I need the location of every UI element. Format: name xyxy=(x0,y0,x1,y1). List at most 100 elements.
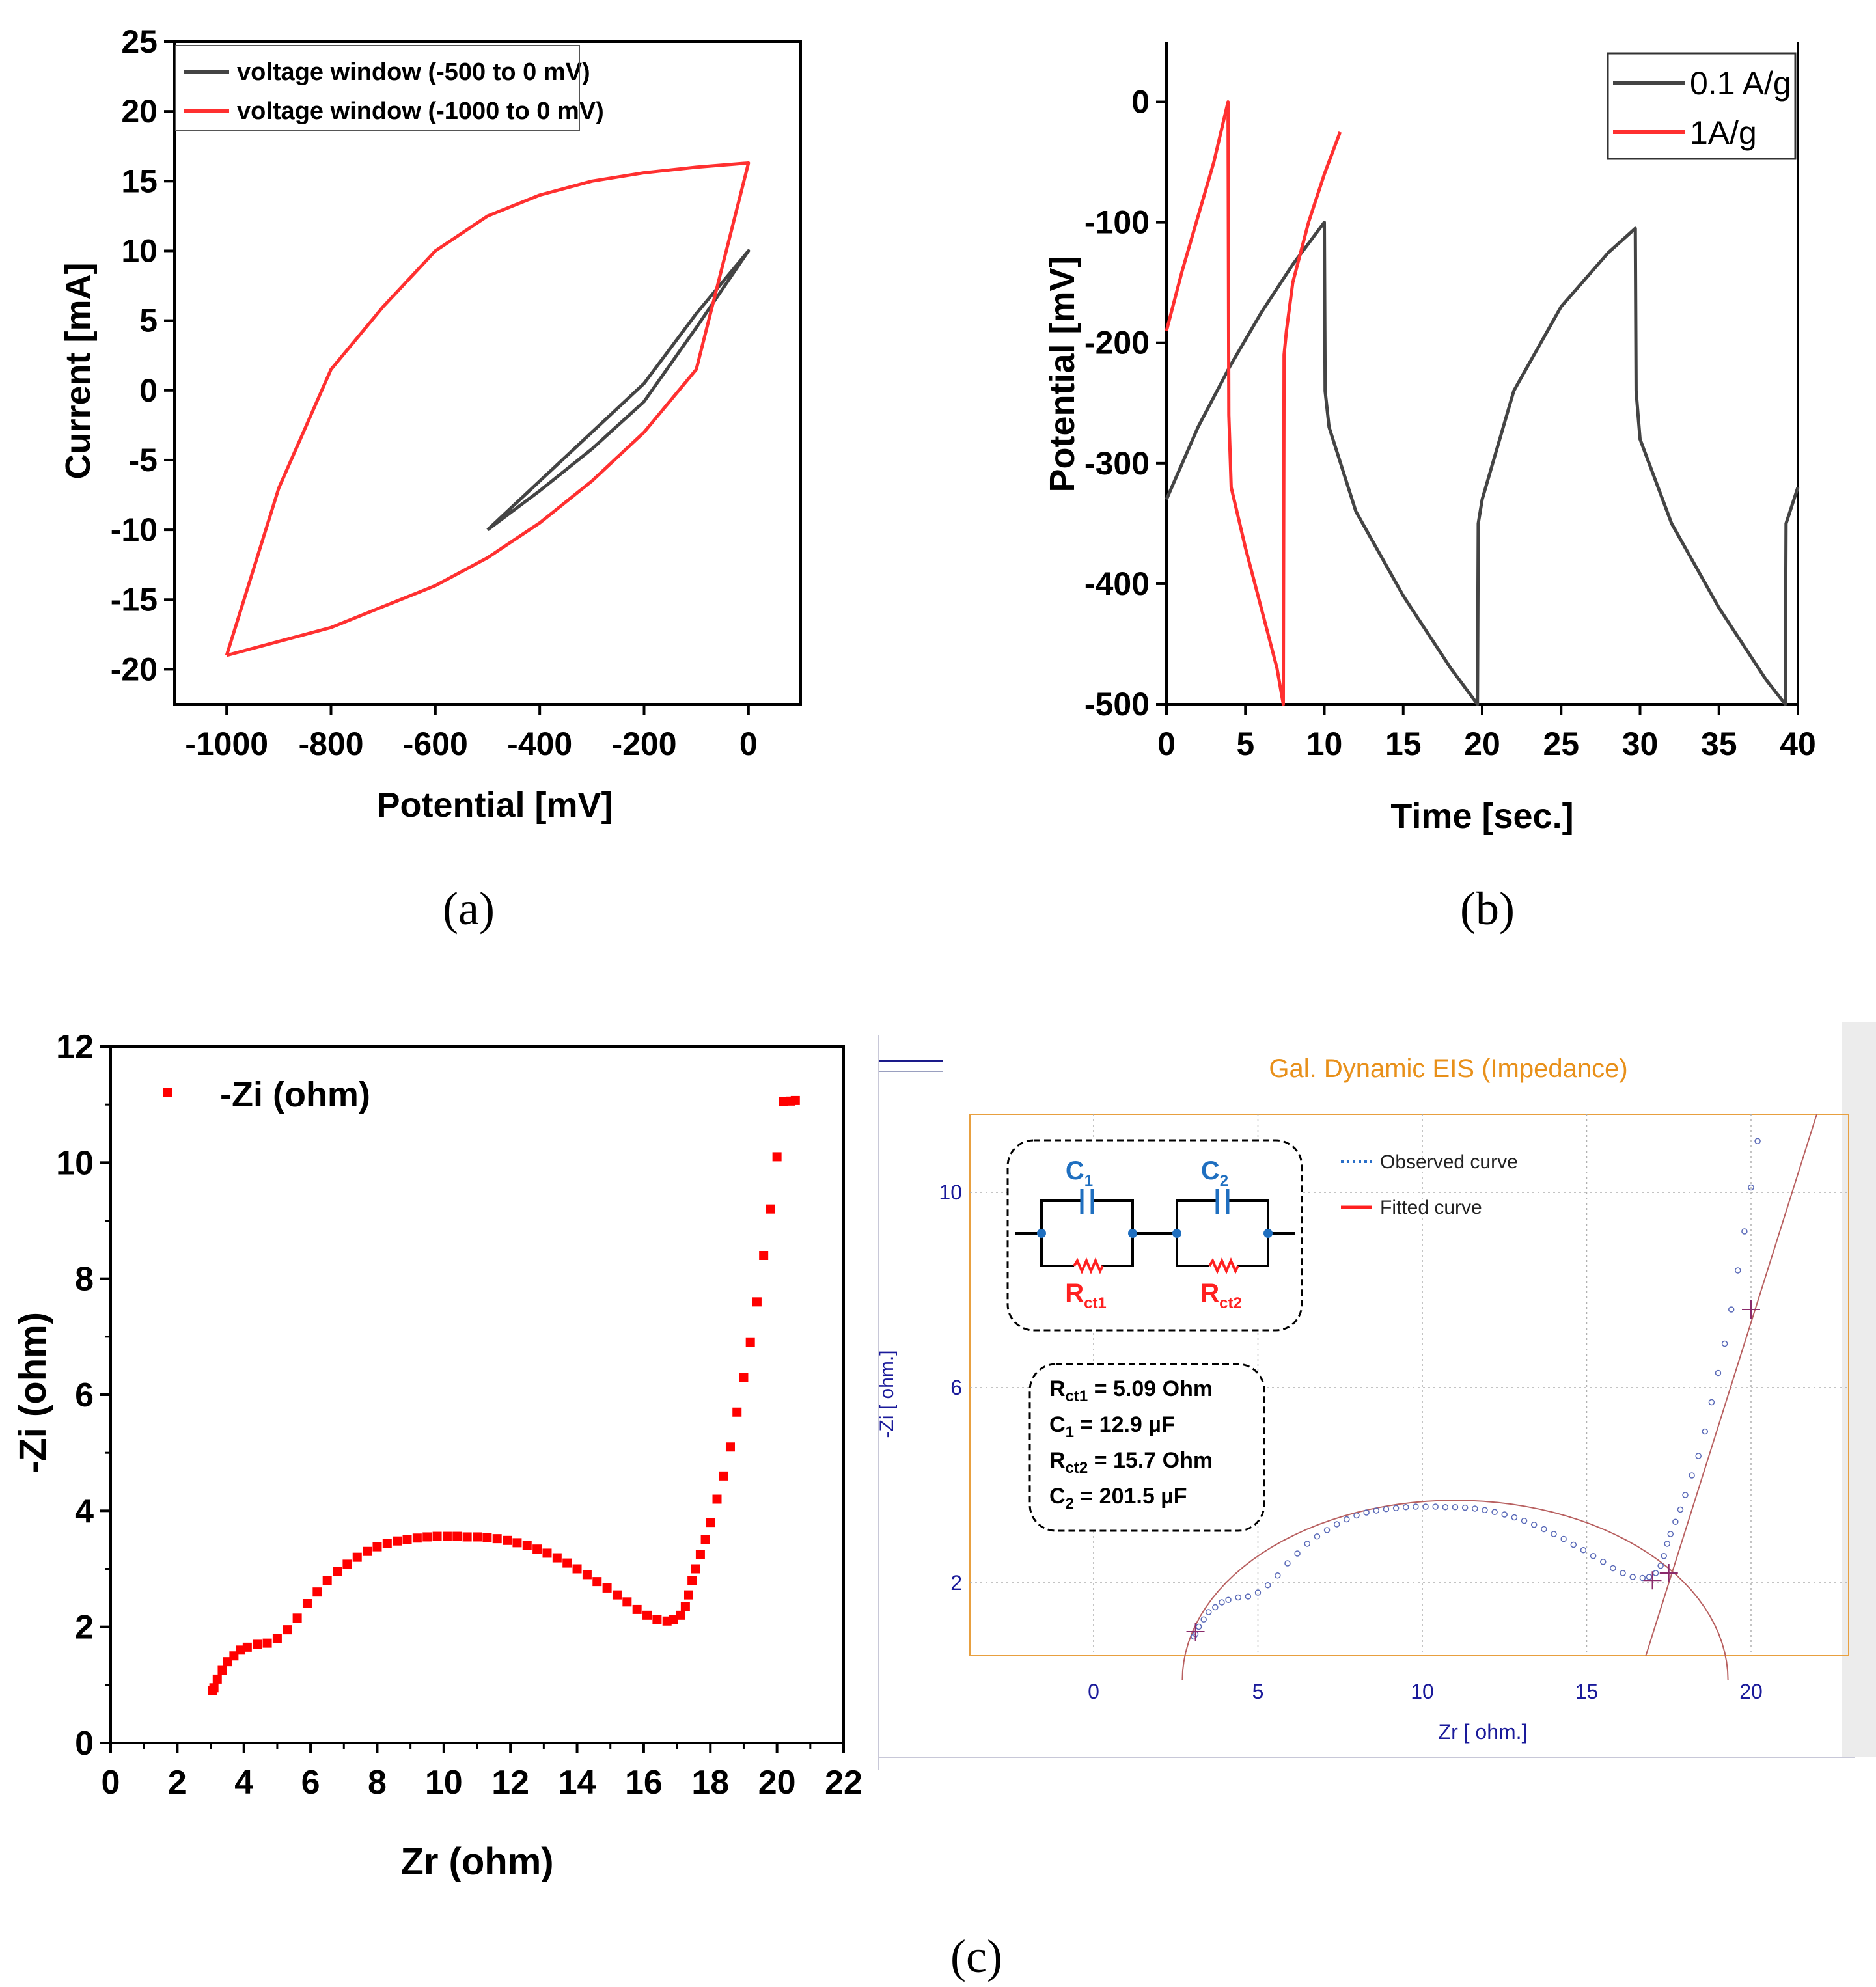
eis-ylabel: -Zi [ ohm.] xyxy=(876,1350,898,1438)
chart-b-xlabel: Time [sec.] xyxy=(1390,797,1573,836)
eis-observed-point xyxy=(1695,1453,1702,1459)
eis-observed-point xyxy=(1652,1570,1659,1576)
eis-curves xyxy=(1181,1114,1817,1681)
eis-observed-point xyxy=(1610,1565,1616,1572)
chart-b: 0 5 10 15 20 25 30 35 40 -500 -400 -300 -200 -100 0 0.… xyxy=(1043,42,1816,935)
chart-c-left-xtick-label: 20 xyxy=(758,1764,796,1802)
param-c2-subscript: 2 xyxy=(1066,1495,1074,1513)
eis-observed-point xyxy=(1264,1582,1271,1589)
eis-observed-point xyxy=(1735,1267,1741,1274)
capacitor-2-subscript: 2 xyxy=(1220,1172,1228,1190)
chart-c-left-xtick-label: 14 xyxy=(559,1764,596,1802)
chart-b-legend-box xyxy=(1607,52,1797,160)
chart-c-left-point xyxy=(712,1494,722,1504)
chart-c-left-point xyxy=(719,1471,728,1481)
capacitor-1-symbol: C xyxy=(1066,1157,1084,1185)
chart-c-left-xtick-label: 8 xyxy=(368,1764,387,1802)
chart-c-left-ticks: 0 2 4 6 8 10 12 14 16 18 20 22 0 2 4 6 8 10 12 xyxy=(56,1028,862,1802)
eis-observed-point xyxy=(1501,1511,1508,1518)
chart-a-ytick-label: -20 xyxy=(111,651,158,687)
chart-a-legend: voltage window (-500 to 0 mV) voltage win… xyxy=(175,45,604,131)
chart-c-left-point xyxy=(333,1567,342,1576)
eis-observed-point xyxy=(1600,1559,1607,1565)
chart-c-left-ytick-label: 0 xyxy=(75,1725,94,1762)
chart-c-left-point xyxy=(562,1558,572,1568)
eis-observed-point xyxy=(1284,1560,1291,1567)
capacitor-2-gap xyxy=(1216,1191,1229,1211)
eis-legend-observed-label: Observed curve xyxy=(1380,1151,1518,1173)
chart-c-left-point xyxy=(209,1683,219,1693)
circuit-node xyxy=(1037,1229,1046,1238)
chart-c-left-point xyxy=(503,1535,512,1545)
eis-observed-point xyxy=(1754,1138,1761,1144)
eis-legend-fitted-label: Fitted curve xyxy=(1380,1197,1482,1218)
eis-observed-point xyxy=(1314,1533,1321,1540)
chart-c-left-point xyxy=(642,1610,652,1620)
param-c2-symbol: C xyxy=(1049,1484,1066,1509)
chart-c-left-point xyxy=(582,1570,592,1580)
eis-observed-point xyxy=(1323,1527,1331,1533)
equivalent-circuit: C1 C2 Rct1 Rct2 xyxy=(1006,1139,1303,1332)
chart-c-left-ytick-label: 2 xyxy=(75,1609,94,1647)
chart-c-left-point xyxy=(522,1541,532,1550)
param-rct1-symbol: R xyxy=(1049,1377,1066,1401)
eis-ytick-label: 10 xyxy=(939,1181,962,1204)
chart-c-left-point xyxy=(676,1610,685,1620)
chart-c-left-point xyxy=(512,1538,522,1548)
param-c1-subscript: 1 xyxy=(1066,1423,1074,1441)
eis-observed-point xyxy=(1661,1553,1667,1559)
eis-observed-point xyxy=(1353,1512,1360,1519)
chart-c-left-point xyxy=(790,1095,800,1105)
chart-a-xtick-label: -1000 xyxy=(185,726,268,762)
chart-c-left-point xyxy=(302,1599,312,1608)
chart-a-ytick-label: -15 xyxy=(111,581,158,618)
circuit-node xyxy=(1263,1229,1273,1238)
chart-c-left-plot-frame xyxy=(109,1045,845,1744)
chart-b-xtick-label: 25 xyxy=(1543,726,1579,762)
panel-label-c: (c) xyxy=(950,1930,1002,1982)
chart-c-left-legend-swatch xyxy=(163,1088,172,1097)
fit-parameters-box xyxy=(1028,1363,1265,1532)
chart-b-ylabel: Potential [mV] xyxy=(1043,256,1082,492)
chart-b-ytick-label: -300 xyxy=(1084,445,1150,482)
eis-observed-point xyxy=(1560,1535,1567,1542)
chart-b-legend-label: 1A/g xyxy=(1690,115,1757,151)
param-rct2-symbol: R xyxy=(1049,1448,1066,1473)
eis-observed-point xyxy=(1235,1594,1241,1601)
eis-observed-point xyxy=(1461,1504,1469,1511)
eis-observed-point xyxy=(1620,1570,1626,1576)
chart-b-legend-label: 0.1 A/g xyxy=(1690,65,1791,102)
chart-a-xtick-label: -600 xyxy=(403,726,468,762)
eis-observed-point xyxy=(1551,1531,1557,1537)
chart-c-left-point xyxy=(212,1674,222,1684)
eis-fitted-line xyxy=(1645,1114,1817,1656)
eis-ytick-label: 2 xyxy=(950,1571,962,1595)
eis-window-background xyxy=(879,1022,1876,1757)
eis-title: Gal. Dynamic EIS (Impedance) xyxy=(1269,1054,1627,1083)
chart-a-legend-label: voltage window (-1000 to 0 mV) xyxy=(237,98,604,125)
chart-c-left-xtick-label: 16 xyxy=(625,1764,663,1802)
resistor-2-label: Rct2 xyxy=(1200,1279,1242,1312)
chart-b-ytick-label: -500 xyxy=(1084,686,1150,722)
chart-b-xtick-label: 35 xyxy=(1701,726,1737,762)
chart-c-left-point xyxy=(739,1373,749,1382)
chart-c-left-point xyxy=(352,1552,362,1562)
chart-a-ytick-label: 20 xyxy=(121,93,158,130)
eis-observed-point xyxy=(1715,1369,1722,1377)
eis-observed-point xyxy=(1664,1541,1670,1547)
eis-observed-point xyxy=(1200,1616,1207,1623)
chart-c-left-point xyxy=(283,1625,292,1635)
chart-c-left-point xyxy=(612,1590,622,1600)
resistor-1-label: Rct1 xyxy=(1065,1279,1107,1312)
chart-c-left-point xyxy=(372,1542,382,1552)
chart-c-left-xtick-label: 22 xyxy=(825,1764,862,1802)
chart-c-left-xtick-label: 4 xyxy=(234,1764,253,1802)
chart-b-xtick-label: 20 xyxy=(1464,726,1500,762)
chart-a-curves xyxy=(225,161,751,657)
eis-observed-point xyxy=(1225,1596,1232,1603)
param-rct2: Rct2 = 15.7 Ohm xyxy=(1049,1448,1213,1477)
eis-observed-point xyxy=(1721,1340,1728,1347)
chart-c-left-xtick-label: 6 xyxy=(301,1764,320,1802)
chart-a-ylabel: Current [mA] xyxy=(59,263,98,480)
chart-c-left-point xyxy=(652,1615,662,1624)
